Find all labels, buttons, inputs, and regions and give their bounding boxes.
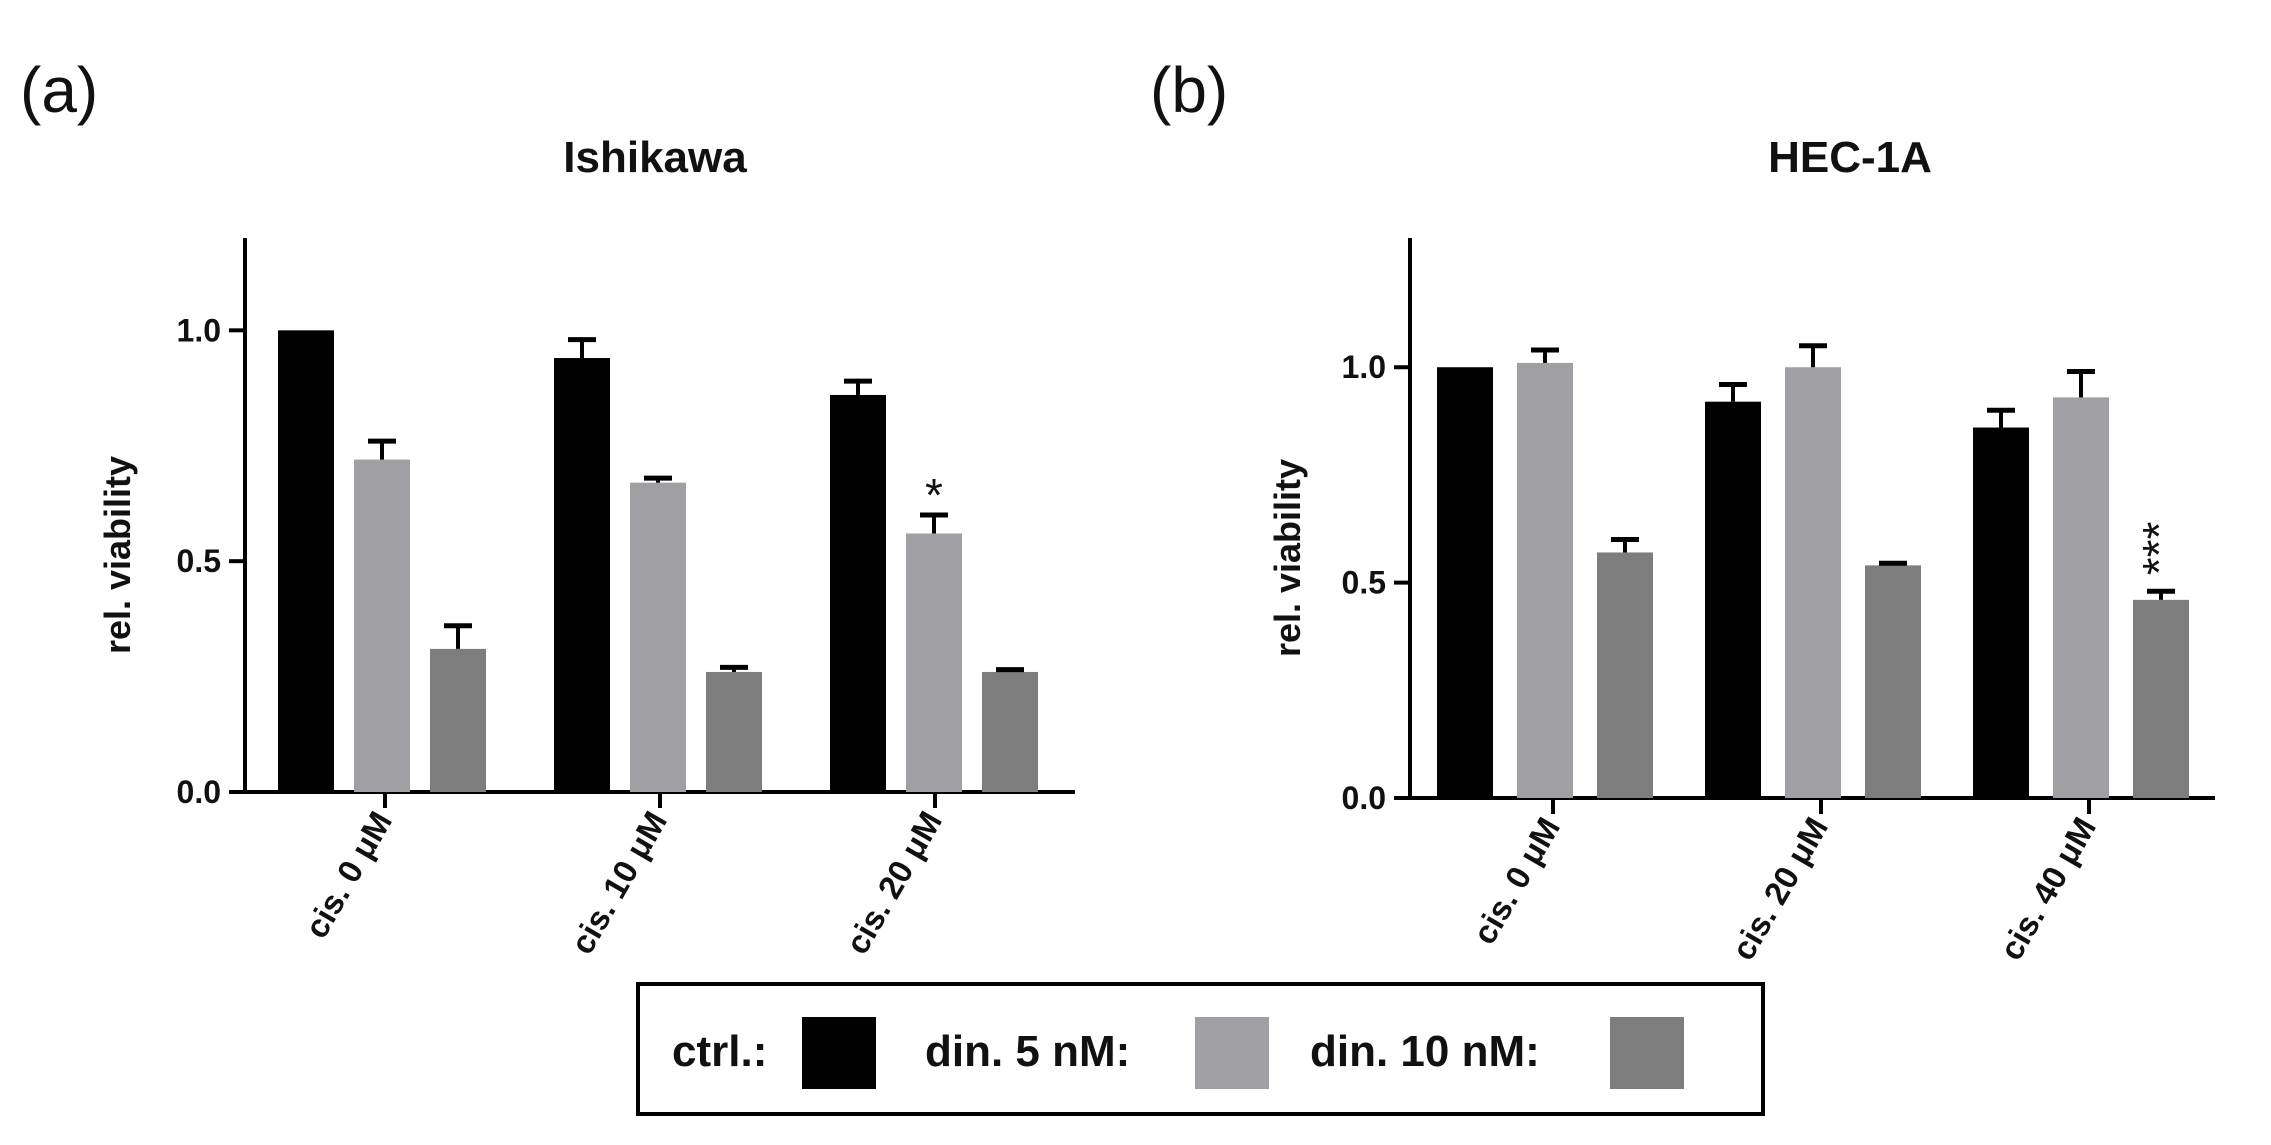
y-tick-label: 0.0 [177, 774, 221, 810]
panel-a: (a) Ishikawa rel. viability 0.0 0.5 1.0 cis. 0… [20, 54, 1075, 960]
panel-label: (b) [1150, 54, 1228, 126]
y-tick-label: 1.0 [177, 312, 221, 348]
bar [278, 330, 334, 792]
x-tick-label: cis. 20 μM [1724, 811, 1835, 966]
y-tick-label: 0.5 [177, 543, 221, 579]
bar [906, 533, 962, 792]
significance-marker: * [925, 469, 943, 521]
bar [2133, 599, 2189, 798]
legend-swatch [1610, 1017, 1684, 1089]
legend-label: din. 10 nM: [1310, 1027, 1540, 1076]
bar [1973, 427, 2029, 798]
x-tick-label: cis. 20 μM [838, 805, 949, 960]
legend-swatch [802, 1017, 876, 1089]
bar [706, 671, 762, 792]
legend: ctrl.: din. 5 nM: din. 10 nM: [636, 982, 1765, 1116]
x-tick-label: cis. 0 μM [297, 805, 399, 944]
bar [1437, 367, 1493, 798]
y-tick-label: 0.5 [1342, 565, 1386, 601]
chart-title: Ishikawa [563, 133, 747, 182]
legend-label: ctrl.: [672, 1027, 767, 1076]
legend-swatch [1195, 1017, 1269, 1089]
bar [554, 358, 610, 792]
bar [830, 394, 886, 792]
bar [1785, 367, 1841, 798]
bar [2053, 397, 2109, 798]
legend-label: din. 5 nM: [925, 1027, 1130, 1076]
bar [1865, 565, 1921, 798]
bar [430, 648, 486, 792]
y-tick-label: 0.0 [1342, 780, 1386, 816]
bar [630, 482, 686, 792]
chart-title: HEC-1A [1768, 133, 1932, 182]
bar [1705, 401, 1761, 798]
significance-marker: *** [2133, 521, 2185, 575]
y-axis-label: rel. viability [97, 456, 138, 654]
x-tick-label: cis. 10 μM [563, 805, 674, 960]
x-tick-label: cis. 40 μM [1992, 811, 2103, 966]
bar [1597, 552, 1653, 798]
y-tick-label: 1.0 [1342, 349, 1386, 385]
panel-b: (b) HEC-1A rel. viability 0.0 0.5 1.0 cis. 0 μ… [1150, 54, 2215, 966]
y-axis-label: rel. viability [1267, 459, 1308, 657]
x-tick-label: cis. 0 μM [1465, 811, 1567, 950]
bar [354, 459, 410, 792]
bar [1517, 362, 1573, 798]
bar [982, 671, 1038, 792]
panel-label: (a) [20, 54, 98, 126]
